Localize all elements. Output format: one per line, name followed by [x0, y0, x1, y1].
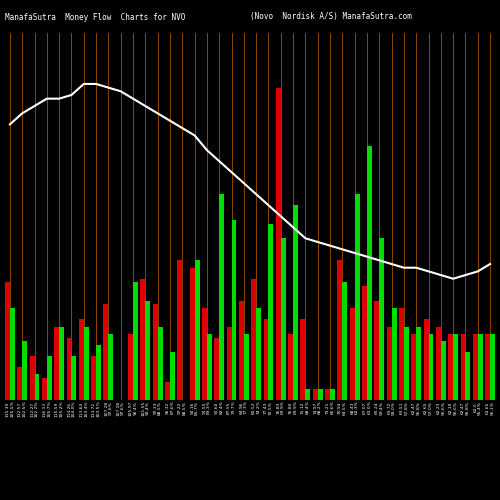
Bar: [466, 352, 470, 400]
Bar: [256, 308, 261, 400]
Bar: [362, 286, 367, 400]
Bar: [128, 334, 133, 400]
Bar: [140, 278, 145, 400]
Bar: [239, 301, 244, 400]
Bar: [350, 308, 354, 400]
Bar: [251, 278, 256, 400]
Bar: [194, 260, 200, 400]
Bar: [22, 341, 27, 400]
Bar: [108, 334, 114, 400]
Bar: [478, 334, 482, 400]
Bar: [264, 319, 268, 400]
Bar: [367, 146, 372, 400]
Bar: [424, 319, 428, 400]
Bar: [306, 389, 310, 400]
Bar: [244, 334, 249, 400]
Bar: [10, 308, 15, 400]
Bar: [436, 326, 441, 400]
Bar: [392, 308, 396, 400]
Bar: [104, 304, 108, 400]
Bar: [219, 194, 224, 400]
Bar: [226, 326, 232, 400]
Bar: [59, 326, 64, 400]
Bar: [293, 205, 298, 400]
Bar: [441, 341, 446, 400]
Bar: [146, 301, 150, 400]
Bar: [158, 326, 162, 400]
Bar: [490, 334, 495, 400]
Bar: [313, 389, 318, 400]
Bar: [190, 268, 194, 400]
Bar: [325, 389, 330, 400]
Bar: [91, 356, 96, 400]
Bar: [318, 389, 322, 400]
Bar: [232, 220, 236, 400]
Bar: [165, 382, 170, 400]
Bar: [288, 334, 293, 400]
Bar: [330, 389, 335, 400]
Bar: [399, 308, 404, 400]
Bar: [5, 282, 10, 400]
Bar: [152, 304, 158, 400]
Bar: [374, 301, 380, 400]
Bar: [72, 356, 76, 400]
Bar: [300, 319, 306, 400]
Bar: [66, 338, 71, 400]
Bar: [34, 374, 40, 400]
Bar: [214, 338, 219, 400]
Bar: [170, 352, 175, 400]
Bar: [207, 334, 212, 400]
Bar: [404, 326, 409, 400]
Bar: [448, 334, 453, 400]
Text: ManafaSutra  Money Flow  Charts for NVO: ManafaSutra Money Flow Charts for NVO: [5, 12, 186, 22]
Bar: [178, 260, 182, 400]
Bar: [276, 88, 281, 400]
Bar: [416, 326, 421, 400]
Bar: [460, 334, 466, 400]
Bar: [380, 238, 384, 400]
Bar: [18, 367, 22, 400]
Bar: [412, 334, 416, 400]
Bar: [386, 326, 392, 400]
Bar: [54, 326, 59, 400]
Bar: [428, 334, 434, 400]
Bar: [79, 319, 84, 400]
Bar: [30, 356, 35, 400]
Bar: [96, 345, 101, 400]
Bar: [485, 334, 490, 400]
Bar: [338, 260, 342, 400]
Bar: [268, 224, 274, 400]
Bar: [202, 308, 207, 400]
Bar: [47, 356, 52, 400]
Bar: [281, 238, 285, 400]
Bar: [84, 326, 88, 400]
Bar: [473, 334, 478, 400]
Bar: [42, 378, 47, 400]
Bar: [342, 282, 347, 400]
Text: (Novo  Nordisk A/S) ManafaSutra.com: (Novo Nordisk A/S) ManafaSutra.com: [250, 12, 412, 22]
Bar: [133, 282, 138, 400]
Bar: [354, 194, 360, 400]
Bar: [453, 334, 458, 400]
